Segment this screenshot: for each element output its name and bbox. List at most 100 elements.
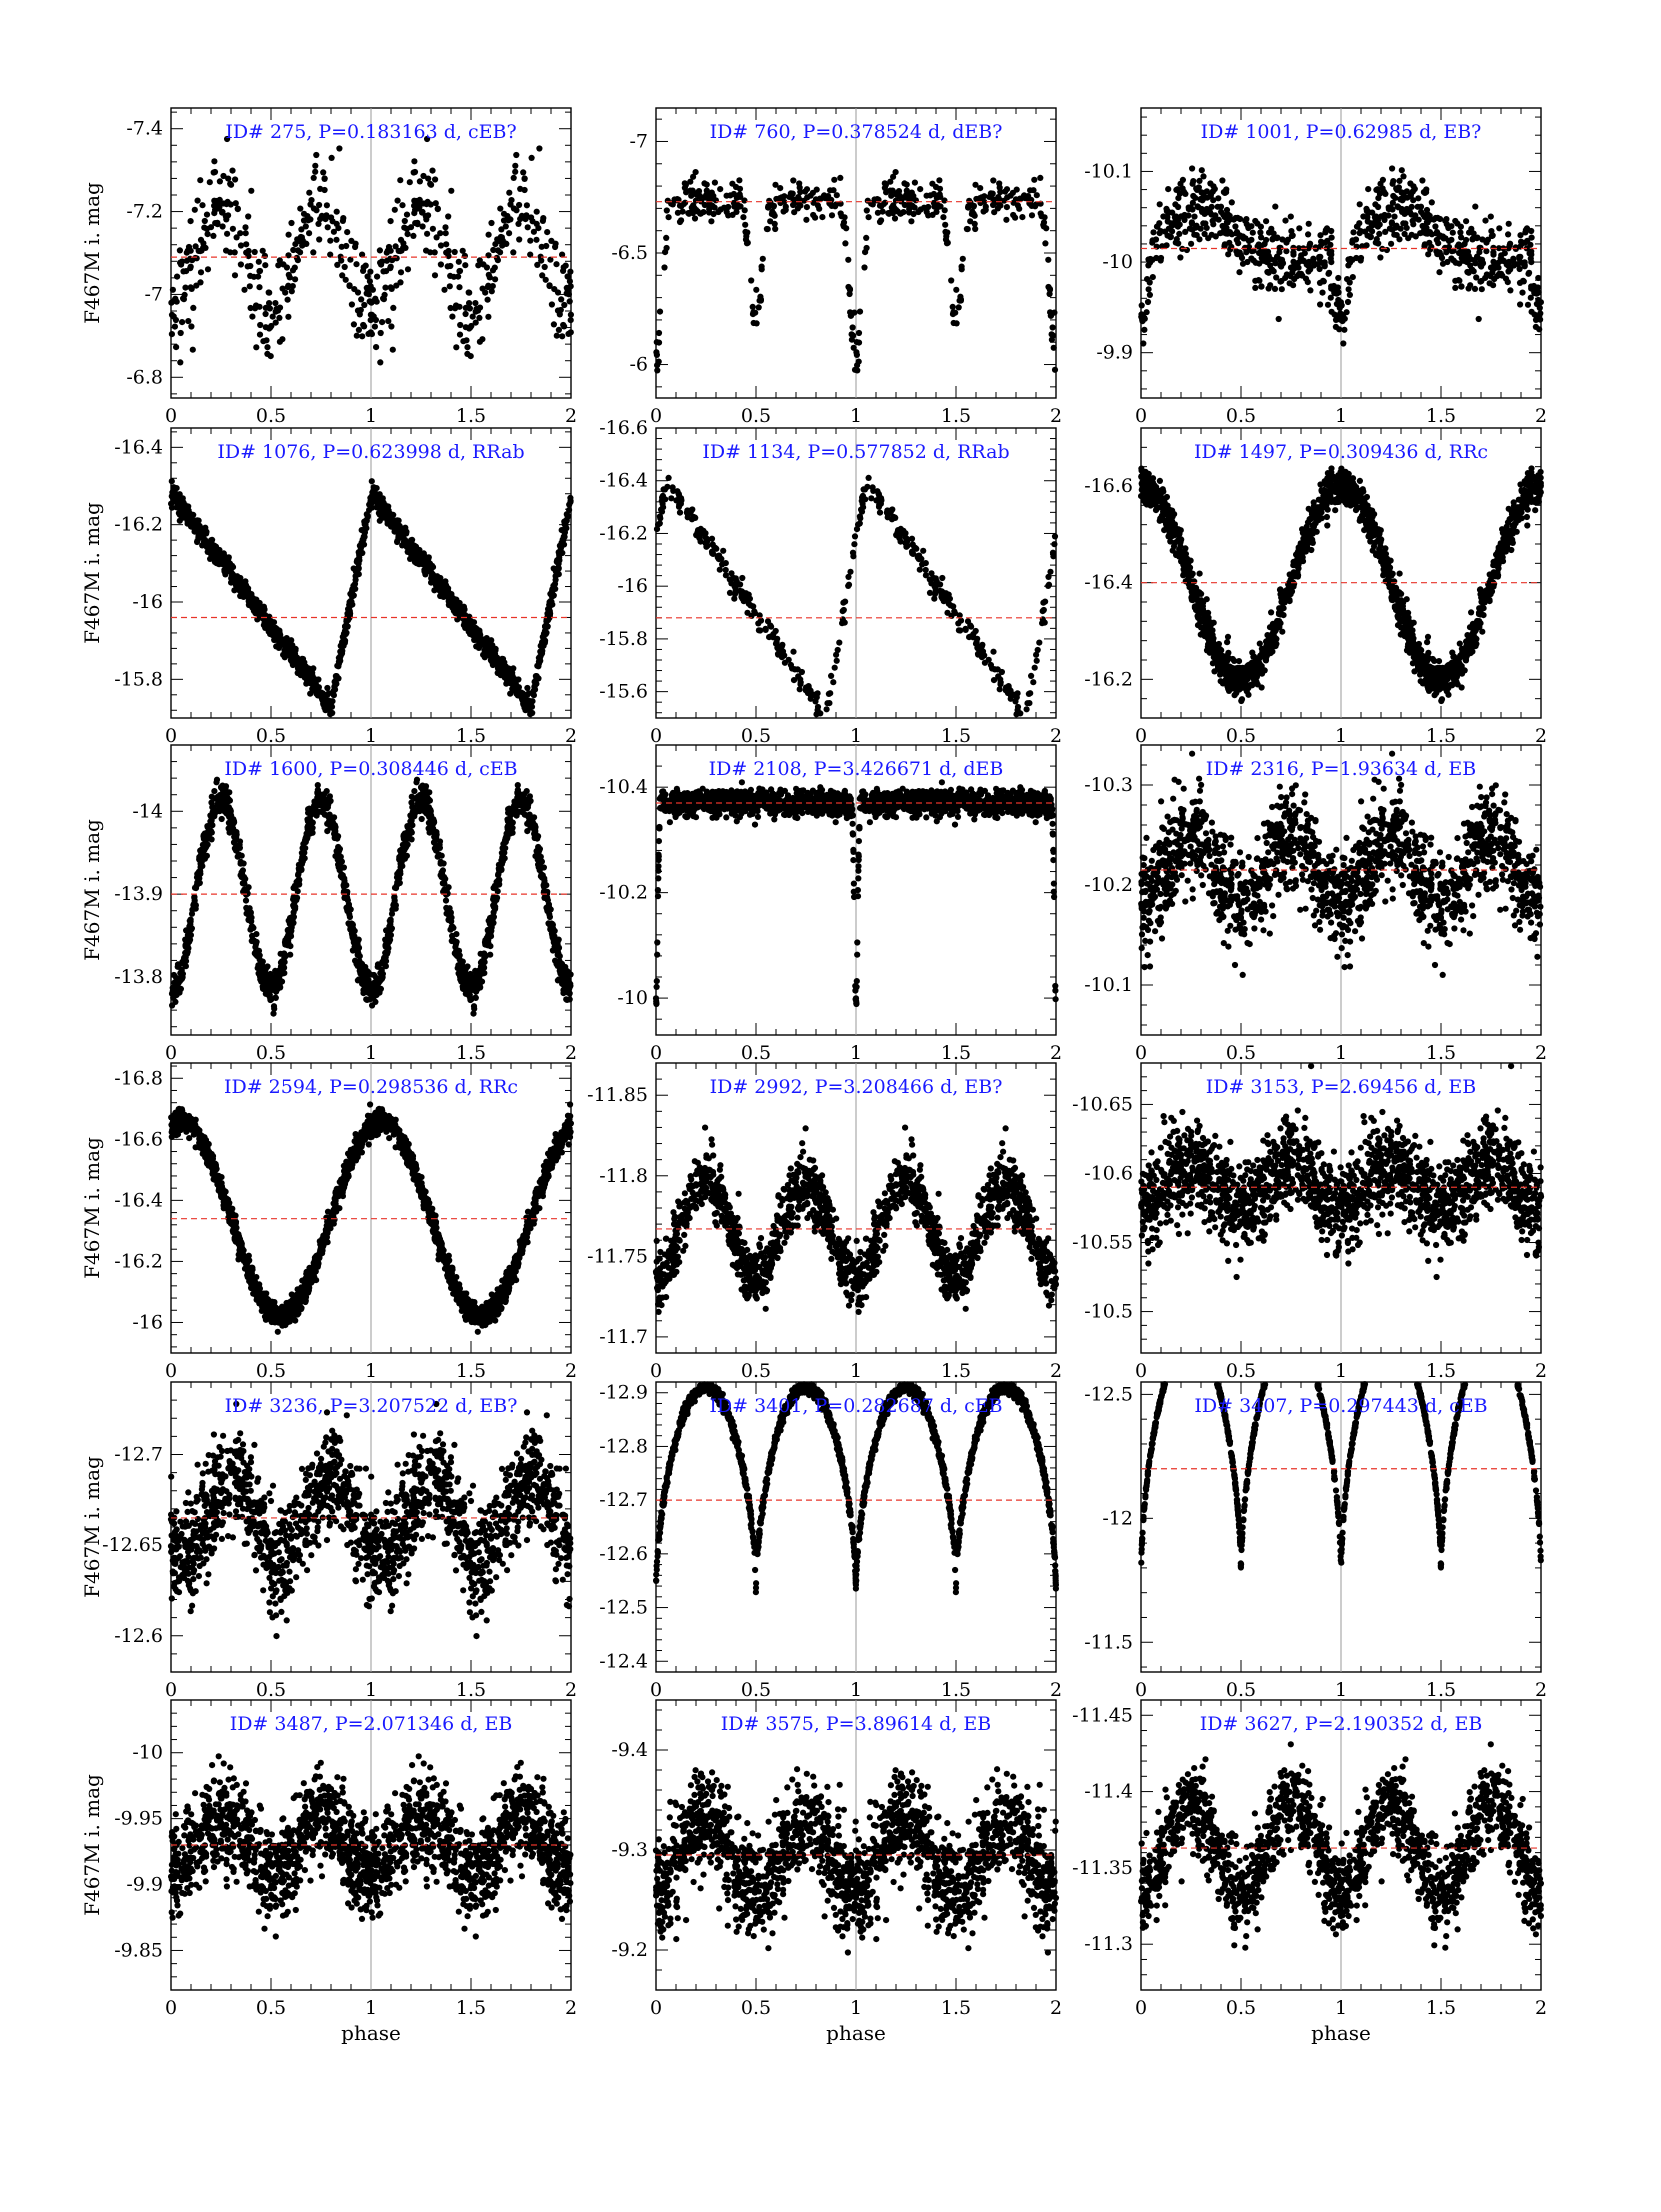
data-point xyxy=(849,549,857,556)
data-point xyxy=(370,484,377,491)
data-point xyxy=(828,212,836,219)
y-tick-label: -15.8 xyxy=(114,668,163,690)
data-point xyxy=(490,246,497,254)
data-point xyxy=(345,606,352,613)
data-point xyxy=(1180,188,1187,195)
data-point xyxy=(424,135,431,143)
data-point xyxy=(483,264,490,271)
data-point xyxy=(429,225,436,232)
data-point xyxy=(535,675,542,682)
data-point xyxy=(411,158,418,165)
data-point xyxy=(944,229,951,236)
data-point xyxy=(1528,308,1535,315)
data-point xyxy=(513,207,520,214)
data-point xyxy=(455,258,462,265)
data-point xyxy=(1040,219,1048,226)
data-point xyxy=(1003,204,1011,211)
data-point xyxy=(385,503,392,510)
data-point xyxy=(1494,273,1501,280)
data-point xyxy=(377,259,384,266)
data-point xyxy=(1290,244,1297,251)
y-tick-label: -16.4 xyxy=(114,436,163,458)
data-point xyxy=(1258,234,1265,241)
data-point xyxy=(285,282,292,289)
data-point xyxy=(1203,224,1210,231)
data-point xyxy=(1245,691,1252,698)
data-point xyxy=(683,509,691,516)
data-point xyxy=(845,573,852,581)
data-point xyxy=(1165,209,1172,216)
data-point xyxy=(967,622,974,629)
data-point xyxy=(437,230,444,237)
data-point xyxy=(387,265,394,272)
data-point xyxy=(464,344,471,351)
data-point xyxy=(564,273,571,280)
data-point xyxy=(772,181,779,188)
data-point xyxy=(1456,260,1463,267)
data-point xyxy=(359,536,366,543)
data-point xyxy=(1197,225,1204,232)
data-point xyxy=(262,324,269,331)
data-point xyxy=(1263,259,1270,266)
data-point xyxy=(273,305,280,313)
data-point xyxy=(269,313,276,320)
data-point xyxy=(456,268,463,275)
data-point xyxy=(279,336,286,343)
data-point xyxy=(567,317,574,324)
data-point xyxy=(352,240,359,247)
data-point xyxy=(693,191,700,198)
data-point xyxy=(889,506,896,513)
data-point xyxy=(542,276,549,283)
data-point xyxy=(1272,203,1279,210)
data-point xyxy=(854,367,861,374)
data-point xyxy=(1364,218,1371,225)
data-point xyxy=(507,690,514,697)
data-point xyxy=(1410,183,1417,190)
data-point xyxy=(1532,289,1539,297)
data-point xyxy=(245,213,252,220)
data-point xyxy=(355,326,362,333)
data-point xyxy=(1380,188,1387,195)
data-point xyxy=(905,202,912,209)
data-point xyxy=(1443,249,1450,256)
data-point xyxy=(1349,274,1356,281)
data-point xyxy=(466,289,473,296)
data-point xyxy=(310,249,317,256)
data-point xyxy=(876,218,884,226)
data-point xyxy=(1420,189,1427,196)
data-point xyxy=(1343,309,1350,316)
data-point xyxy=(1278,277,1285,285)
data-point xyxy=(1463,253,1470,260)
data-point xyxy=(566,278,574,285)
data-point xyxy=(308,197,315,204)
data-point xyxy=(1210,197,1217,204)
data-point xyxy=(1042,240,1049,247)
data-point xyxy=(845,256,852,263)
data-point xyxy=(1332,316,1340,323)
data-point xyxy=(1267,282,1274,289)
data-point xyxy=(181,291,188,298)
data-point xyxy=(527,237,534,244)
data-point xyxy=(492,276,499,283)
data-point xyxy=(1284,236,1291,243)
data-point xyxy=(1516,253,1523,261)
data-point xyxy=(967,218,974,225)
data-point xyxy=(399,202,406,209)
data-point xyxy=(354,558,361,566)
data-point xyxy=(431,272,439,279)
data-point xyxy=(530,692,538,699)
data-point xyxy=(243,249,250,256)
data-point xyxy=(266,289,273,296)
data-point xyxy=(893,191,900,198)
data-point xyxy=(399,534,406,541)
data-point xyxy=(1537,310,1544,317)
data-point xyxy=(1245,237,1253,245)
data-point xyxy=(843,225,850,232)
data-point xyxy=(476,314,483,321)
data-point xyxy=(210,232,217,239)
data-point xyxy=(414,219,421,226)
data-point xyxy=(790,677,798,684)
data-point xyxy=(216,178,223,185)
data-point xyxy=(1403,224,1410,231)
data-point xyxy=(1464,268,1471,276)
